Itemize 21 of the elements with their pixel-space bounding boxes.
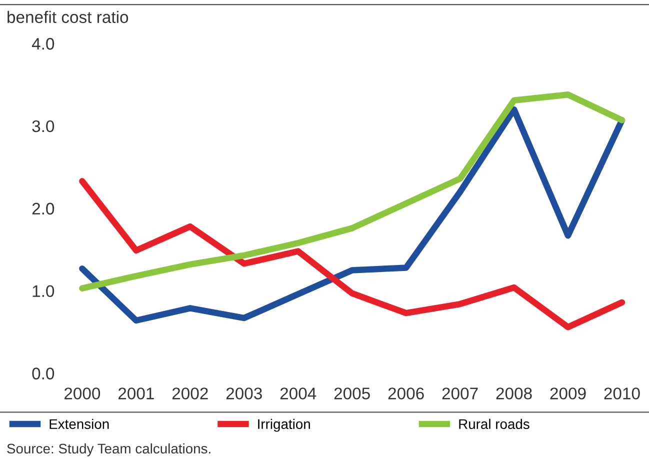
x-tick-label: 2004 (280, 388, 316, 400)
x-tick-label: 2001 (118, 388, 154, 400)
x-tick-label: 2005 (334, 388, 370, 400)
legend-label: Rural roads (459, 418, 530, 430)
source-note: Source: Study Team calculations. (7, 443, 210, 456)
y-tick-label: 2.0 (32, 202, 54, 215)
x-tick-label: 2009 (550, 388, 586, 400)
x-tick-label: 2008 (496, 388, 532, 400)
x-tick-label: 2000 (64, 388, 100, 400)
y-tick-label: 3.0 (32, 120, 54, 132)
x-tick-label: 2006 (388, 388, 424, 400)
x-tick-label: 2007 (442, 388, 478, 400)
x-tick-label: 2010 (604, 388, 640, 400)
legend-label: Extension (50, 418, 109, 430)
legend-label: Irrigation (258, 418, 310, 432)
x-tick-label: 2003 (226, 388, 262, 400)
y-axis-title: benefit cost ratio (8, 10, 128, 24)
y-tick-label: 4.0 (32, 38, 54, 50)
y-tick-label: 0.0 (32, 368, 54, 380)
y-tick-label: 1.0 (32, 285, 54, 298)
x-tick-label: 2002 (172, 388, 208, 400)
